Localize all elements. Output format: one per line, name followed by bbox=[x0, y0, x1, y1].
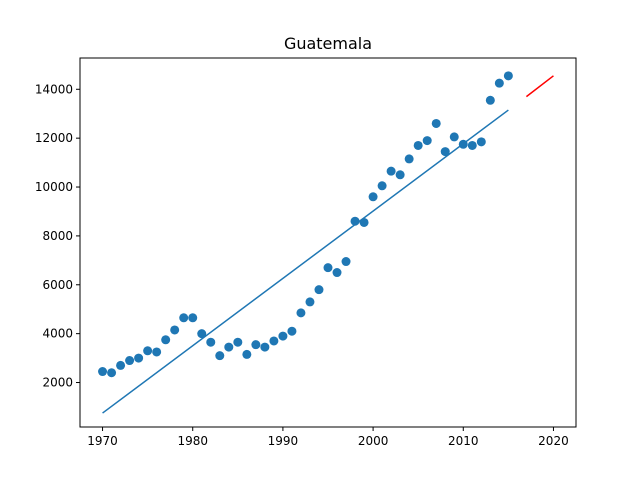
y-axis: 2000 4000 6000 8000 10000 12000 14000 bbox=[35, 82, 80, 390]
data-point bbox=[467, 140, 477, 150]
data-point bbox=[359, 217, 369, 227]
data-point bbox=[449, 132, 459, 142]
data-point bbox=[278, 331, 288, 341]
data-point bbox=[377, 181, 387, 191]
data-point bbox=[413, 140, 423, 150]
y-tick-label: 10000 bbox=[35, 180, 73, 194]
data-point bbox=[305, 297, 315, 307]
y-tick-label: 12000 bbox=[35, 131, 73, 145]
data-point bbox=[251, 340, 261, 350]
data-point bbox=[233, 337, 243, 347]
axes-frame bbox=[79, 57, 577, 428]
data-point bbox=[260, 342, 270, 352]
data-point bbox=[116, 360, 126, 370]
data-point bbox=[242, 349, 252, 359]
data-point bbox=[494, 78, 504, 88]
y-tick-label: 14000 bbox=[35, 82, 73, 96]
data-point bbox=[395, 170, 405, 180]
y-tick-label: 8000 bbox=[42, 229, 73, 243]
data-point bbox=[341, 257, 351, 267]
data-point bbox=[368, 192, 378, 202]
y-tick-label: 6000 bbox=[42, 278, 73, 292]
data-point bbox=[224, 342, 234, 352]
series-2-line bbox=[525, 75, 554, 98]
data-point bbox=[332, 268, 342, 278]
data-point bbox=[485, 95, 495, 105]
x-tick-label: 1980 bbox=[177, 434, 208, 448]
x-tick-label: 1970 bbox=[87, 434, 118, 448]
data-point bbox=[269, 336, 279, 346]
data-point bbox=[125, 356, 135, 366]
data-point bbox=[206, 337, 216, 347]
data-point bbox=[152, 347, 162, 357]
data-point bbox=[107, 368, 117, 378]
data-point bbox=[143, 346, 153, 356]
data-point bbox=[323, 263, 333, 273]
x-tick-label: 1990 bbox=[268, 434, 299, 448]
x-axis: 1970 1980 1990 2000 2010 2020 bbox=[87, 427, 569, 448]
data-point bbox=[350, 216, 360, 226]
data-point bbox=[287, 326, 297, 336]
data-point bbox=[503, 71, 513, 81]
data-point bbox=[170, 325, 180, 335]
y-tick-label: 2000 bbox=[42, 376, 73, 390]
data-point bbox=[161, 335, 171, 345]
plot-area bbox=[98, 71, 554, 414]
x-tick-label: 2020 bbox=[538, 434, 569, 448]
data-point bbox=[431, 118, 441, 128]
data-point bbox=[314, 285, 324, 295]
data-point bbox=[386, 166, 396, 176]
y-tick-label: 4000 bbox=[42, 327, 73, 341]
x-tick-label: 2000 bbox=[358, 434, 389, 448]
x-tick-label: 2010 bbox=[448, 434, 479, 448]
data-point bbox=[179, 313, 189, 323]
data-point bbox=[98, 367, 108, 377]
data-point bbox=[476, 137, 486, 147]
data-point bbox=[134, 353, 144, 363]
data-point bbox=[215, 351, 225, 361]
data-point bbox=[422, 136, 432, 146]
data-point bbox=[440, 147, 450, 157]
data-point bbox=[197, 329, 207, 339]
data-point bbox=[188, 313, 198, 323]
chart-title: Guatemala bbox=[284, 34, 372, 53]
data-point bbox=[458, 139, 468, 149]
data-point bbox=[296, 308, 306, 318]
data-point bbox=[404, 154, 414, 164]
series-1-line bbox=[102, 109, 509, 414]
